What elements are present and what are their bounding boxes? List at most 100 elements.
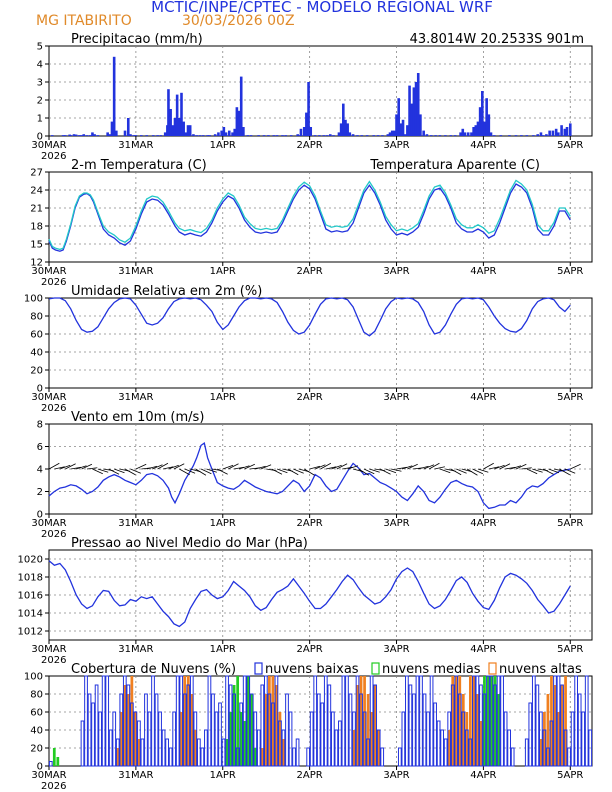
cloud-bar-nuvens-baixas	[397, 747, 402, 767]
precip-bar	[563, 128, 567, 136]
cloud-bar-nuvens-baixas	[129, 702, 134, 767]
pressure-xtick-label: 31MAR	[118, 644, 153, 655]
pressure-xtick-label: 30MAR	[31, 644, 66, 655]
wind-arrow	[526, 468, 538, 475]
header-run: 30/03/2026 00Z	[182, 13, 295, 29]
precip-bar	[536, 134, 539, 136]
wind-arrow	[92, 468, 103, 475]
clouds-xtick-label: 5APR	[557, 770, 583, 781]
clouds-xtick-label: 1APR	[210, 770, 236, 781]
wind-arrow	[206, 468, 217, 473]
wind-arrow	[152, 464, 163, 470]
wind-arrow	[228, 463, 239, 470]
pressure-xtick-label: 3APR	[383, 644, 409, 655]
precip-year-label: 2026	[41, 151, 66, 162]
wind-arrow	[428, 462, 440, 470]
wind-arrow	[564, 468, 576, 474]
cloud-bar-nuvens-baixas	[218, 702, 222, 767]
precip-bar	[284, 135, 288, 136]
precip-ytick-label: 4	[37, 60, 43, 71]
cloud-bar-nuvens-baixas	[253, 711, 258, 767]
cloud-bar-nuvens-baixas	[549, 720, 554, 767]
cloud-bar-nuvens-baixas	[574, 675, 578, 767]
cloud-legend-swatch	[488, 662, 497, 675]
cloud-bar-nuvens-baixas	[341, 675, 346, 767]
cloud-bar-nuvens-baixas	[267, 693, 272, 767]
temp-title: 2-m Temperatura (C)	[71, 158, 207, 173]
cloud-bar-nuvens-altas	[451, 676, 455, 766]
wind-arrow	[48, 462, 60, 470]
precip-bar	[126, 118, 130, 136]
wind-arrow	[401, 465, 413, 470]
wind-arrow	[217, 468, 228, 475]
precip-bar	[478, 107, 482, 136]
cloud-bar-nuvens-baixas	[359, 693, 363, 767]
cloud-bar-nuvens-baixas	[274, 675, 279, 767]
humidity-frame	[48, 297, 593, 389]
precip-bar	[325, 135, 329, 136]
precip-bar	[249, 135, 253, 136]
clouds-title: Cobertura de Nuvens (%)	[71, 662, 236, 677]
cloud-bar-nuvens-altas	[465, 712, 469, 766]
precip-bar	[173, 118, 177, 136]
wind-year-label: 2026	[41, 529, 66, 540]
cloud-bar-nuvens-baixas	[556, 675, 561, 767]
precip-bar	[213, 134, 217, 136]
cloud-bar-nuvens-baixas	[306, 747, 311, 767]
precip-bar	[565, 127, 569, 136]
pressure-ytick-label: 1014	[18, 609, 43, 620]
precip-bar	[339, 123, 343, 136]
wind-arrow	[466, 468, 478, 476]
precip-bar	[115, 130, 118, 136]
cloud-bar-nuvens-altas	[370, 712, 373, 766]
wind-arrow	[477, 468, 489, 473]
temp-year-label: 2026	[41, 277, 66, 288]
precip-bar	[313, 135, 317, 136]
precip-bar	[231, 132, 234, 136]
wind-arrow	[499, 463, 511, 470]
cloud-bar-nuvens-baixas	[196, 738, 201, 767]
wind-arrow	[168, 464, 179, 470]
cloud-bar-nuvens-baixas	[119, 693, 124, 767]
precip-bar	[61, 135, 65, 136]
cloud-bar-nuvens-baixas	[144, 693, 148, 767]
cloud-bar-nuvens-baixas	[211, 693, 215, 767]
precip-bar	[175, 94, 179, 136]
cloud-bar-nuvens-baixas	[475, 675, 480, 767]
wind-arrow	[114, 468, 125, 474]
cloud-bar-nuvens-baixas	[137, 720, 141, 767]
wind-xtick-label: 2APR	[297, 518, 323, 529]
wind-arrow	[130, 468, 141, 474]
precip-bar	[171, 125, 175, 136]
header-location: MG ITABIRITO	[36, 13, 132, 29]
wind-arrow	[59, 464, 71, 470]
precip-bar	[444, 135, 447, 136]
precip-bar	[318, 135, 321, 136]
cloud-bar-nuvens-baixas	[48, 761, 53, 767]
precip-bar	[217, 132, 220, 136]
wind-arrow	[396, 466, 407, 470]
cloud-bar-nuvens-altas	[557, 712, 560, 766]
cloud-bar-nuvens-baixas	[182, 693, 187, 767]
cloud-bar-nuvens-baixas	[80, 720, 85, 767]
cloud-bar-nuvens-altas	[458, 676, 462, 766]
temp-line-temperatura-aparente	[48, 179, 571, 251]
precip-bar	[419, 114, 422, 136]
precip-bar	[408, 85, 411, 136]
cloud-legend-label: nuvens medias	[382, 662, 481, 677]
wind-arrow	[342, 466, 353, 470]
wind-arrow	[76, 465, 87, 470]
clouds-ytick-label: 60	[30, 708, 43, 719]
cloud-bar-nuvens-baixas	[147, 711, 152, 767]
precip-bar	[390, 130, 394, 136]
cloud-bar-nuvens-baixas	[454, 675, 459, 767]
humidity-xtick-label: 5APR	[557, 392, 583, 403]
cloud-bar-nuvens-baixas	[334, 729, 339, 767]
pressure-xtick-label: 1APR	[210, 644, 236, 655]
cloud-bar-nuvens-altas	[186, 676, 190, 766]
wind-arrow	[124, 468, 136, 476]
cloud-bar-nuvens-baixas	[496, 675, 501, 767]
precip-bar	[134, 135, 138, 136]
precip-bar	[348, 132, 352, 136]
precip-bar	[360, 135, 364, 136]
